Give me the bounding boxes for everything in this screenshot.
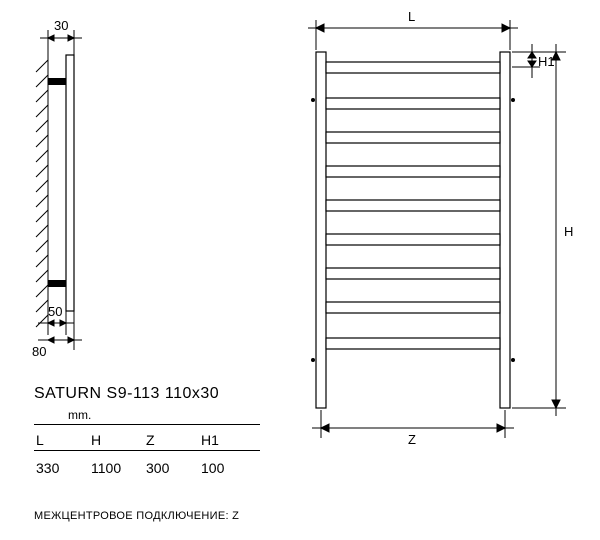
rung (326, 268, 500, 279)
col-Z: Z (146, 428, 201, 452)
front-view (311, 52, 515, 408)
col-H: H (91, 428, 146, 452)
dim-Z-label: Z (408, 432, 416, 447)
bracket-bottom (48, 280, 66, 287)
dim-H-label: H (564, 224, 573, 239)
col-H1: H1 (201, 428, 256, 452)
dim-80-label: 80 (32, 344, 46, 359)
side-tube (66, 55, 74, 311)
dim-L-label: L (408, 9, 415, 24)
table-header-row: L H Z H1 (36, 428, 256, 452)
dim-30-label: 30 (54, 18, 68, 33)
rung (326, 200, 500, 211)
product-title: SATURN S9-113 110x30 (34, 385, 219, 403)
dim-L (308, 20, 518, 50)
rung (326, 302, 500, 313)
val-Z: 300 (146, 456, 201, 480)
rung (326, 98, 500, 109)
rung (326, 338, 500, 349)
dim-H1 (512, 44, 540, 78)
unit-label: mm. (68, 408, 91, 422)
rung (326, 62, 500, 73)
table-row: 330 1100 300 100 (36, 456, 256, 480)
val-L: 330 (36, 456, 91, 480)
val-H: 1100 (91, 456, 146, 480)
wall-hatch (36, 50, 48, 327)
dim-H (512, 44, 566, 416)
dim-H1-label: H1 (538, 54, 555, 69)
dim-50-label: 50 (48, 304, 62, 319)
rung (326, 132, 500, 143)
footer-note: МЕЖЦЕНТРОВОЕ ПОДКЛЮЧЕНИЕ: Z (34, 510, 239, 522)
val-H1: 100 (201, 456, 256, 480)
rung (326, 166, 500, 177)
table-rule-top (34, 424, 260, 425)
dimension-table: L H Z H1 (36, 428, 256, 452)
upright-left (316, 52, 326, 408)
rung (326, 234, 500, 245)
dimension-table-data: 330 1100 300 100 (36, 456, 256, 480)
dim-30 (40, 30, 82, 55)
bracket-top (48, 78, 66, 85)
table-rule-mid (34, 450, 260, 451)
col-L: L (36, 428, 91, 452)
upright-right (500, 52, 510, 408)
